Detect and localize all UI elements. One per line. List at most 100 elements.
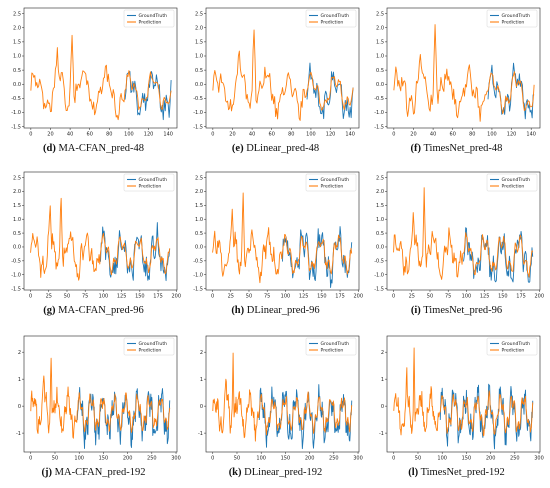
- x-tick-label: 140: [345, 132, 355, 138]
- legend-label-prediction: Prediction: [139, 184, 162, 190]
- caption-j: (j) MA-CFAN_pred-192: [41, 467, 146, 478]
- legend-box: [123, 337, 175, 356]
- plot-frame-g: [23, 171, 178, 291]
- x-tick-label: 100: [256, 456, 266, 462]
- chart-k: 0 50 100 150 200 250 300 -1 0 1 2 GroundTruthPredic…: [198, 335, 363, 462]
- x-tick-label: 0: [29, 294, 32, 300]
- series-line-prediction: [30, 197, 171, 281]
- caption-e: (e) DLinear_pred-48: [231, 143, 320, 154]
- series-line-prediction: [393, 187, 534, 280]
- y-tick-label: -1.0: [11, 272, 21, 278]
- plot-frame-j: [23, 335, 178, 453]
- y-tick-label: 2.5: [13, 175, 21, 181]
- legend-box: [486, 337, 538, 356]
- x-tick-label: 100: [462, 294, 472, 300]
- x-tick-label: 200: [171, 294, 181, 300]
- y-tick-label: -1.5: [193, 124, 203, 130]
- x-tick-label: 100: [487, 132, 497, 138]
- x-tick-label: 0: [392, 456, 395, 462]
- series-line-prediction: [212, 29, 354, 121]
- panel-f: 0 20 40 60 80 100 120 140 -1.5 -1.0 -0.5 0.0 0.5 1.0 1…: [369, 2, 544, 162]
- y-tick-label: 2.0: [195, 25, 203, 31]
- x-tick-label: 120: [326, 132, 336, 138]
- y-tick-label: 0: [200, 404, 203, 410]
- y-tick-label: 1.5: [13, 203, 21, 209]
- x-tick-label: 0: [211, 456, 214, 462]
- y-tick-label: -1: [16, 431, 21, 437]
- x-tick-label: 80: [106, 132, 112, 138]
- y-tick-label: 1: [18, 377, 21, 383]
- x-tick-label: 175: [153, 294, 163, 300]
- series-line-groundtruth: [76, 387, 171, 449]
- x-tick-label: 50: [52, 456, 58, 462]
- y-tick-label: 0.5: [195, 68, 203, 74]
- legend-box: [486, 173, 538, 192]
- panel-g: 0 25 50 75 100 125 150 175 200 -1.5 -1.0 -0.5 0.0 0.5…: [6, 166, 181, 324]
- y-tick-label: -1.0: [374, 110, 384, 116]
- legend-label-groundtruth: GroundTruth: [321, 13, 350, 19]
- x-tick-label: 80: [288, 132, 294, 138]
- x-tick-label: 125: [299, 294, 309, 300]
- series-line-prediction: [30, 34, 172, 121]
- x-tick-label: 40: [430, 132, 436, 138]
- x-tick-label: 150: [498, 294, 508, 300]
- caption-h: (h) DLinear_pred-96: [231, 305, 320, 316]
- x-tick-label: 20: [410, 132, 416, 138]
- y-tick-label: 1.5: [376, 203, 384, 209]
- x-tick-label: 50: [246, 294, 252, 300]
- y-tick-label: -1.0: [193, 110, 203, 116]
- y-tick-label: 2.5: [13, 11, 21, 17]
- x-tick-label: 200: [534, 294, 544, 300]
- y-tick-label: 1.5: [195, 203, 203, 209]
- y-tick-label: 0.5: [376, 68, 384, 74]
- legend-label-groundtruth: GroundTruth: [139, 177, 168, 183]
- legend-label-groundtruth: GroundTruth: [502, 341, 531, 347]
- series-line-prediction: [212, 352, 353, 442]
- y-tick-label: -1.5: [11, 286, 21, 292]
- x-tick-label: 60: [450, 132, 456, 138]
- series-line-groundtruth: [463, 227, 534, 283]
- x-tick-label: 0: [211, 132, 214, 138]
- legend-label-groundtruth: GroundTruth: [139, 341, 168, 347]
- y-tick-label: 0.0: [376, 245, 384, 251]
- y-tick-label: 0.5: [13, 231, 21, 237]
- y-tick-label: -1.5: [374, 124, 384, 130]
- y-tick-label: 2.0: [376, 189, 384, 195]
- y-tick-label: 2.0: [13, 25, 21, 31]
- y-tick-label: 1.5: [195, 40, 203, 46]
- x-tick-label: 60: [269, 132, 275, 138]
- y-tick-label: 0: [381, 404, 384, 410]
- legend-label-prediction: Prediction: [502, 20, 525, 26]
- x-tick-label: 150: [281, 456, 291, 462]
- legend-label-prediction: Prediction: [321, 348, 344, 354]
- x-tick-label: 20: [229, 132, 235, 138]
- x-tick-label: 25: [46, 294, 52, 300]
- x-tick-label: 50: [64, 294, 70, 300]
- y-tick-label: -1: [198, 431, 203, 437]
- y-tick-label: -1.0: [193, 272, 203, 278]
- caption-i: (i) TimesNet_pred-96: [410, 305, 503, 316]
- series-line-groundtruth: [258, 384, 353, 450]
- x-tick-label: 100: [124, 132, 134, 138]
- y-tick-label: 0: [18, 404, 21, 410]
- legend-label-prediction: Prediction: [139, 348, 162, 354]
- chart-g: 0 25 50 75 100 125 150 175 200 -1.5 -1.0 -0.5 0.0 0.5…: [11, 171, 181, 300]
- y-tick-label: 2.0: [13, 189, 21, 195]
- x-tick-label: 250: [329, 456, 339, 462]
- y-tick-label: 0.5: [13, 68, 21, 74]
- y-tick-label: 0.5: [195, 231, 203, 237]
- x-tick-label: 100: [281, 294, 291, 300]
- plot-frame-e: [205, 7, 360, 129]
- legend-label-prediction: Prediction: [139, 20, 162, 26]
- x-tick-label: 20: [47, 132, 53, 138]
- panel-j: 0 50 100 150 200 250 300 -1 0 1 2 GroundTruth Predic…: [6, 330, 181, 486]
- x-tick-label: 25: [409, 294, 415, 300]
- x-tick-label: 50: [234, 456, 240, 462]
- y-tick-label: -1.5: [193, 286, 203, 292]
- series-line-prediction: [393, 347, 534, 437]
- x-tick-label: 75: [264, 294, 270, 300]
- y-tick-label: 0.5: [376, 231, 384, 237]
- chart-h: 0 25 50 75 100 125 150 175 200 -1.5 -1.0 -0.5 0.0 0.5…: [193, 171, 363, 300]
- x-tick-label: 40: [67, 132, 73, 138]
- y-tick-label: 1.5: [13, 40, 21, 46]
